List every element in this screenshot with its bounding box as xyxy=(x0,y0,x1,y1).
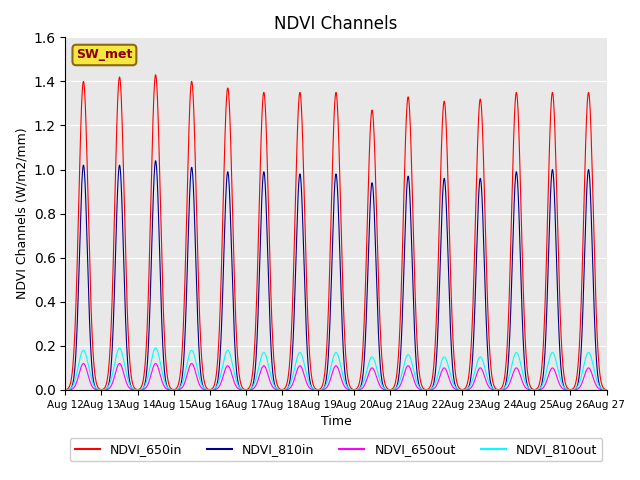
NDVI_650in xyxy=(177,361,185,367)
NDVI_810in xyxy=(488,383,495,389)
NDVI_810in xyxy=(264,263,272,269)
NDVI_810in xyxy=(411,330,419,336)
NDVI_650in xyxy=(264,188,272,194)
Title: NDVI Channels: NDVI Channels xyxy=(275,15,397,33)
NDVI_810in xyxy=(177,380,185,386)
NDVI_810out xyxy=(488,384,495,390)
NDVI_810out xyxy=(172,387,179,393)
Text: SW_met: SW_met xyxy=(76,48,132,61)
NDVI_650out xyxy=(264,372,272,378)
NDVI_810in xyxy=(61,387,69,393)
Legend: NDVI_650in, NDVI_810in, NDVI_650out, NDVI_810out: NDVI_650in, NDVI_810in, NDVI_650out, NDV… xyxy=(70,438,602,461)
NDVI_650out xyxy=(411,379,419,385)
Line: NDVI_810out: NDVI_810out xyxy=(65,348,607,390)
NDVI_810in xyxy=(172,387,179,393)
NDVI_810out xyxy=(601,387,609,393)
Line: NDVI_810in: NDVI_810in xyxy=(65,161,607,390)
NDVI_650in xyxy=(601,386,609,392)
NDVI_810out xyxy=(603,387,611,393)
NDVI_810out xyxy=(116,345,124,351)
NDVI_650out xyxy=(61,387,69,393)
NDVI_650out xyxy=(79,360,87,366)
NDVI_810in xyxy=(603,387,611,393)
NDVI_810out xyxy=(177,383,185,388)
NDVI_810in xyxy=(152,158,159,164)
X-axis label: Time: Time xyxy=(321,415,351,428)
Line: NDVI_650in: NDVI_650in xyxy=(65,75,607,390)
NDVI_650in xyxy=(61,387,69,393)
NDVI_810out xyxy=(411,372,419,377)
NDVI_650in xyxy=(152,72,159,78)
NDVI_650out xyxy=(603,387,611,393)
NDVI_650out xyxy=(601,387,609,393)
Y-axis label: NDVI Channels (W/m2/mm): NDVI Channels (W/m2/mm) xyxy=(15,128,28,300)
NDVI_650in xyxy=(603,387,611,393)
NDVI_650out xyxy=(177,385,185,391)
NDVI_650in xyxy=(411,274,419,279)
NDVI_810out xyxy=(61,387,69,393)
NDVI_650in xyxy=(172,386,179,392)
NDVI_810in xyxy=(601,387,609,393)
NDVI_650out xyxy=(488,386,495,392)
NDVI_650in xyxy=(488,370,495,376)
NDVI_810out xyxy=(264,360,272,366)
Line: NDVI_650out: NDVI_650out xyxy=(65,363,607,390)
NDVI_650out xyxy=(172,387,179,393)
